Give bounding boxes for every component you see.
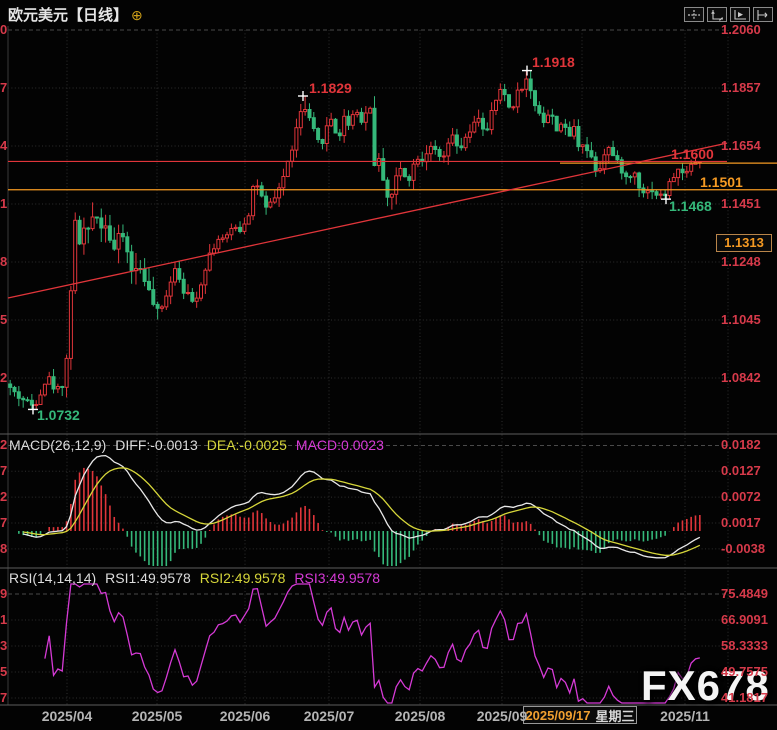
price-badge: 1.1313 xyxy=(716,234,772,252)
left-axis-digit: 2 xyxy=(0,370,8,385)
macd-axis-label: -0.0038 xyxy=(721,541,766,556)
left-axis-digit: 2 xyxy=(0,437,8,452)
rsi-axis-label: 75.4849 xyxy=(721,586,768,601)
left-axis-digit: 9 xyxy=(0,586,8,601)
chart-toolbar xyxy=(684,7,773,22)
left-axis-digit: 7 xyxy=(0,80,8,95)
fit-axes-button[interactable] xyxy=(707,7,727,22)
price-annotation: 1.1829 xyxy=(309,80,352,96)
rsi2-value: RSI2:49.9578 xyxy=(199,570,286,586)
watermark: FX678 xyxy=(641,662,770,709)
left-axis-digit: 7 xyxy=(0,690,8,705)
x-axis-label: 2025/05 xyxy=(131,708,183,724)
rsi3-value: RSI3:49.9578 xyxy=(294,570,381,586)
macd-axis-label: 0.0127 xyxy=(721,463,761,478)
x-axis-label: 2025/09 xyxy=(476,708,528,724)
rsi1-value: RSI1:49.9578 xyxy=(105,570,191,586)
expand-icon[interactable]: ⊕ xyxy=(131,7,143,23)
arrow-out-icon xyxy=(757,9,768,20)
crosshair-button[interactable] xyxy=(684,7,704,22)
rsi-axis-label: 58.3333 xyxy=(721,638,768,653)
crosshair-date-box: 2025/09/17 星期三 xyxy=(523,706,637,724)
level-label-1.1501: 1.1501 xyxy=(700,174,743,190)
macd-axis-label: 0.0182 xyxy=(721,437,761,452)
crosshair-date: 2025/09/17 xyxy=(525,707,591,723)
price-annotation: 1.0732 xyxy=(37,407,80,423)
left-axis-digit: 8 xyxy=(0,541,8,556)
autoplay-button[interactable] xyxy=(730,7,750,22)
left-axis-digit: 7 xyxy=(0,463,8,478)
price-annotation: 1.1468 xyxy=(669,198,712,214)
y-axis-label: 1.1654 xyxy=(721,138,761,153)
jump-to-latest-button[interactable] xyxy=(753,7,773,22)
title-bar: 欧元美元【日线】 ⊕ xyxy=(0,0,777,26)
price-annotation: 1.1918 xyxy=(532,54,575,70)
left-axis-digit: 4 xyxy=(0,138,8,153)
page-title: 欧元美元【日线】 ⊕ xyxy=(8,4,143,25)
macd-name: MACD(26,12,9) xyxy=(9,437,107,453)
y-axis-label: 1.2060 xyxy=(721,22,761,37)
left-axis-digit: 0 xyxy=(0,22,8,37)
y-axis-label: 1.1451 xyxy=(721,196,761,211)
macd-header: MACD(26,12,9) DIFF:-0.0013 DEA:-0.0025 MACD… xyxy=(9,437,393,453)
macd-diff-value: DIFF:-0.0013 xyxy=(115,437,198,453)
y-axis-label: 1.1248 xyxy=(721,254,761,269)
x-axis-label: 2025/06 xyxy=(219,708,271,724)
y-axis-label: 1.0842 xyxy=(721,370,761,385)
rsi-axis-label: 66.9091 xyxy=(721,612,768,627)
crosshair-icon xyxy=(688,9,700,20)
fit-axes-icon xyxy=(711,9,723,21)
price-annotation: 1.1600 xyxy=(671,146,714,162)
macd-dea-value: DEA:-0.0025 xyxy=(206,437,287,453)
rsi-axis-label: 41.1817 xyxy=(721,690,768,705)
macd-axis-label: 0.0017 xyxy=(721,515,761,530)
left-axis-digit: 7 xyxy=(0,515,8,530)
rsi-axis-label: 49.7575 xyxy=(721,664,768,679)
period-label: 【日线】 xyxy=(68,7,129,24)
left-axis-digit: 1 xyxy=(0,612,8,627)
left-axis-digit: 5 xyxy=(0,312,8,327)
y-axis-label: 1.1857 xyxy=(721,80,761,95)
crosshair-weekday: 星期三 xyxy=(595,708,635,724)
x-axis-label: 2025/04 xyxy=(41,708,93,724)
x-axis-label: 2025/07 xyxy=(303,708,355,724)
left-axis-digit: 2 xyxy=(0,489,8,504)
rsi-name: RSI(14,14,14) xyxy=(9,570,97,586)
left-axis-digit: 5 xyxy=(0,664,8,679)
play-icon xyxy=(734,9,746,20)
left-axis-digit: 8 xyxy=(0,254,8,269)
left-axis-digit: 1 xyxy=(0,196,8,211)
x-axis-label: 2025/11 xyxy=(660,708,710,724)
symbol-name: 欧元美元 xyxy=(8,7,69,24)
left-axis-digit: 3 xyxy=(0,638,8,653)
x-axis-label: 2025/08 xyxy=(394,708,446,724)
macd-macd-value: MACD:0.0023 xyxy=(295,437,384,453)
rsi-header: RSI(14,14,14) RSI1:49.9578 RSI2:49.9578 RSI… xyxy=(9,570,389,586)
y-axis-label: 1.1045 xyxy=(721,312,761,327)
macd-axis-label: 0.0072 xyxy=(721,489,761,504)
